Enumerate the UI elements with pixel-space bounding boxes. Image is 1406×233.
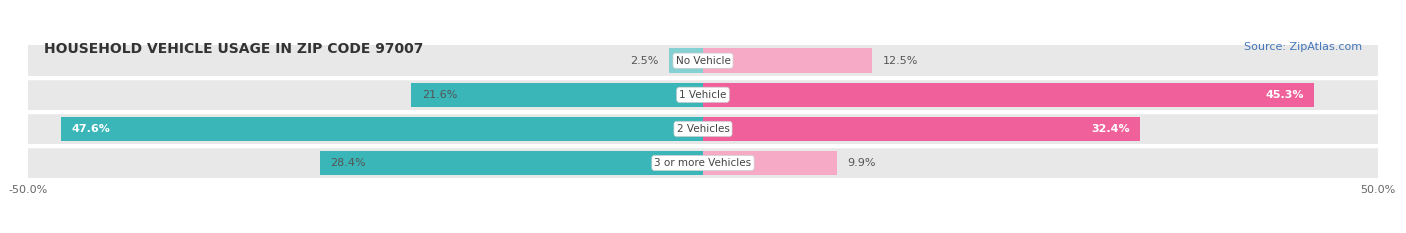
Text: 21.6%: 21.6% <box>422 90 457 100</box>
Text: 2 Vehicles: 2 Vehicles <box>676 124 730 134</box>
Bar <box>669 48 703 73</box>
Text: 47.6%: 47.6% <box>72 124 110 134</box>
Text: 32.4%: 32.4% <box>1091 124 1129 134</box>
Bar <box>319 151 703 175</box>
Bar <box>703 151 837 175</box>
Text: 28.4%: 28.4% <box>330 158 366 168</box>
Text: 12.5%: 12.5% <box>883 56 918 66</box>
Text: 45.3%: 45.3% <box>1265 90 1303 100</box>
Bar <box>60 116 703 141</box>
Text: HOUSEHOLD VEHICLE USAGE IN ZIP CODE 97007: HOUSEHOLD VEHICLE USAGE IN ZIP CODE 9700… <box>45 42 423 56</box>
Bar <box>28 79 1378 110</box>
Text: Source: ZipAtlas.com: Source: ZipAtlas.com <box>1243 42 1361 52</box>
Text: 3 or more Vehicles: 3 or more Vehicles <box>654 158 752 168</box>
Text: 1 Vehicle: 1 Vehicle <box>679 90 727 100</box>
Text: No Vehicle: No Vehicle <box>675 56 731 66</box>
Bar <box>703 116 1140 141</box>
Bar <box>28 148 1378 178</box>
Bar <box>703 82 1315 107</box>
Bar <box>28 45 1378 76</box>
Text: 9.9%: 9.9% <box>848 158 876 168</box>
Bar <box>28 113 1378 144</box>
Text: 2.5%: 2.5% <box>630 56 658 66</box>
Bar <box>412 82 703 107</box>
Legend: Owner-occupied, Renter-occupied: Owner-occupied, Renter-occupied <box>582 230 824 233</box>
Bar <box>703 48 872 73</box>
